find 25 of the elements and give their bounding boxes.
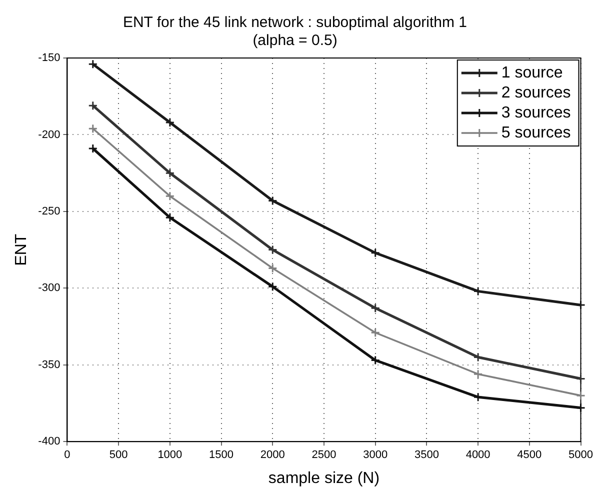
y-tick-label: -200 [38,128,60,141]
x-axis-title: sample size (N) [268,470,380,487]
x-tick-label: 0 [64,449,70,462]
x-tick-label: 2500 [312,449,336,462]
y-axis-title: ENT [13,234,30,266]
x-tick-label: 5000 [568,449,594,462]
chart-subtitle: (alpha = 0.5) [252,32,338,50]
x-tick-label: 3500 [414,449,439,462]
legend-label: 5 sources [501,124,571,142]
x-tick-label: 4000 [466,449,490,462]
x-tick-label: 2000 [260,449,285,462]
legend-label: 2 sources [501,84,571,102]
y-tick-label: -150 [38,52,60,64]
x-tick-label: 1500 [209,449,234,462]
chart-title: ENT for the 45 link network : suboptimal algorithm 1 [122,14,468,32]
y-tick-label: -250 [38,205,60,218]
legend-label: 1 source [501,64,563,82]
legend-label: 3 sources [501,104,571,122]
x-tick-label: 500 [109,449,128,462]
y-tick-label: -350 [38,358,60,371]
y-tick-label: -400 [38,436,60,448]
x-tick-label: 4500 [517,449,542,462]
x-tick-label: 1000 [158,449,182,462]
x-tick-label: 3000 [363,449,388,462]
y-tick-label: -300 [38,282,60,294]
